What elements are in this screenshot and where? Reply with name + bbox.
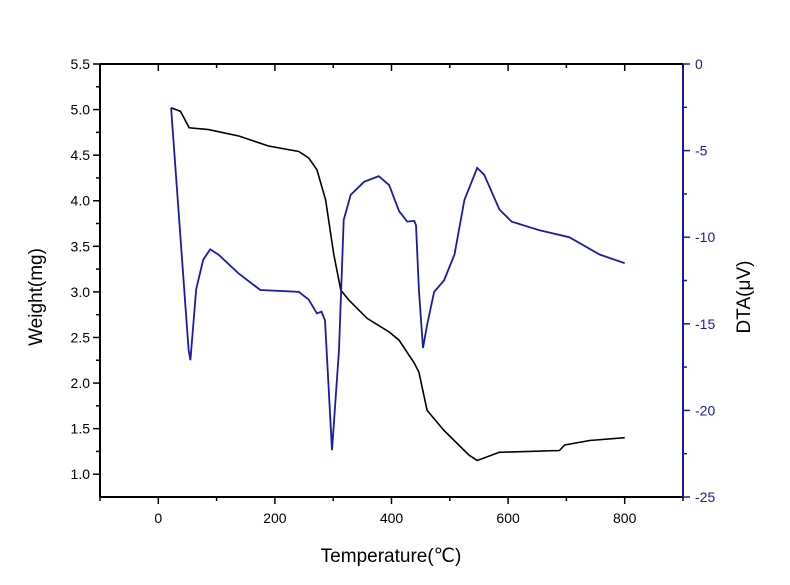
y-left-tick-label: 5.0 [71, 102, 91, 118]
y-left-tick-label: 4.0 [71, 193, 91, 209]
y-right-tick-label: 0 [695, 56, 703, 72]
dta-series-line [170, 107, 625, 451]
y-left-tick-label: 3.0 [71, 284, 91, 300]
x-tick-label: 200 [263, 510, 287, 526]
x-tick-label: 800 [613, 510, 637, 526]
y-right-tick-label: -25 [695, 489, 715, 505]
y-right-tick-label: -20 [695, 402, 715, 418]
y-right-tick-label: -15 [695, 316, 715, 332]
axes [93, 63, 690, 504]
y-right-tick-label: -10 [695, 229, 715, 245]
y-left-tick-label: 5.5 [71, 56, 91, 72]
y-left-tick-label: 2.0 [71, 375, 91, 391]
y-right-axis-label: DTA(μV) [734, 261, 755, 334]
x-tick-label: 400 [380, 510, 404, 526]
weight-series-line [170, 107, 625, 462]
y-left-axis-label: Weight(mg) [26, 248, 47, 346]
y-left-tick-label: 4.5 [71, 147, 91, 163]
y-right-tick-label: -5 [695, 143, 708, 159]
y-left-tick-label: 2.5 [71, 329, 91, 345]
x-tick-label: 0 [154, 510, 162, 526]
y-left-tick-label: 1.0 [71, 466, 91, 482]
y-left-tick-label: 3.5 [71, 238, 91, 254]
x-tick-label: 600 [496, 510, 520, 526]
y-left-tick-label: 1.5 [71, 421, 91, 437]
x-axis-label: Temperature(℃) [321, 546, 462, 567]
tick-labels: 0 200 400 600 800 1.0 1.5 2.0 2.5 3.0 3.5 4.0 4.5 5.0… [71, 56, 716, 526]
